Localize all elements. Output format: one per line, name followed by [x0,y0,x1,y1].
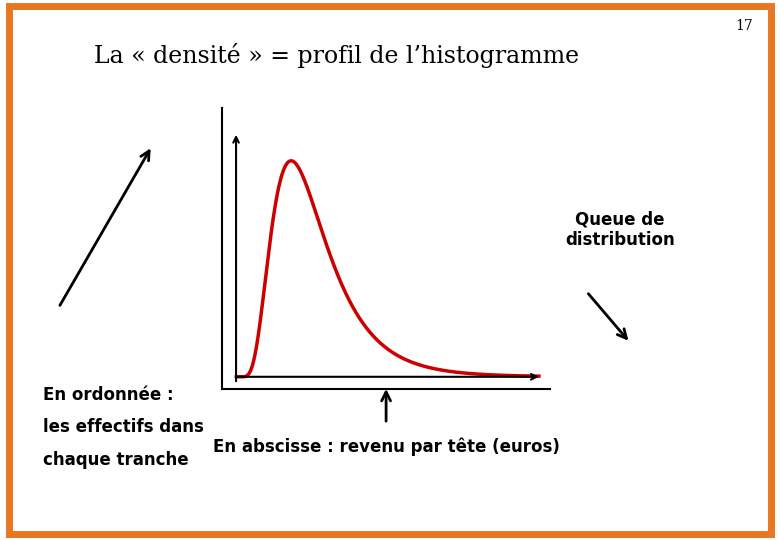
Text: La « densité » = profil de l’histogramme: La « densité » = profil de l’histogramme [94,43,579,68]
Text: les effectifs dans: les effectifs dans [43,418,204,436]
Text: Queue de
distribution: Queue de distribution [566,210,675,249]
Text: En ordonnée :: En ordonnée : [43,386,173,404]
Text: chaque tranche: chaque tranche [43,451,189,469]
Text: En abscisse : revenu par tête (euros): En abscisse : revenu par tête (euros) [213,437,559,456]
Text: 17: 17 [735,19,753,33]
